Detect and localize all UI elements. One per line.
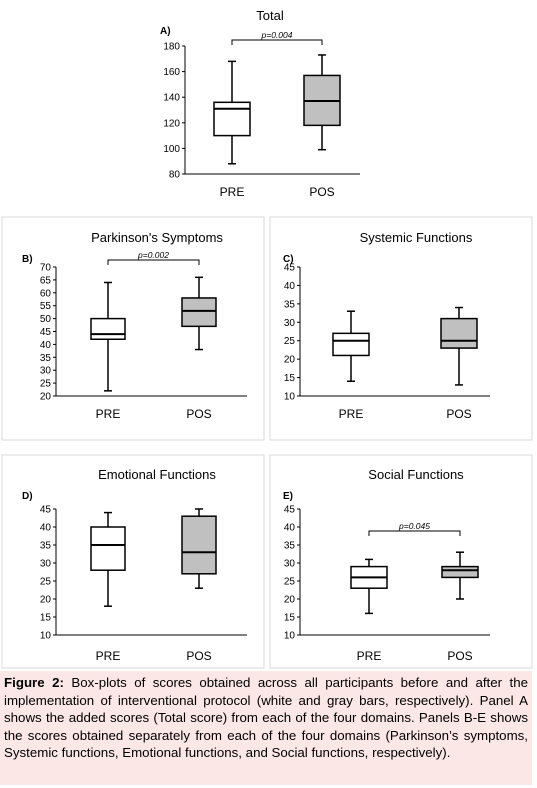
y-tick-label: 30 bbox=[284, 559, 296, 570]
box-pos bbox=[440, 306, 478, 386]
y-tick-label: 55 bbox=[40, 301, 52, 312]
y-tick-label: 45 bbox=[40, 327, 52, 338]
box-iqr bbox=[213, 101, 251, 137]
y-tick-label: 15 bbox=[284, 373, 296, 384]
y-tick-label: 50 bbox=[40, 314, 52, 325]
box-pre bbox=[350, 558, 388, 615]
box-iqr bbox=[440, 317, 478, 349]
y-tick-label: 35 bbox=[40, 353, 52, 364]
y-tick-label: 35 bbox=[284, 299, 296, 310]
y-tick-label: 25 bbox=[40, 379, 52, 390]
box-iqr bbox=[441, 565, 479, 579]
panel-title: Parkinson's Symptoms bbox=[91, 230, 223, 245]
box-iqr bbox=[332, 332, 370, 357]
category-label: PRE bbox=[96, 649, 121, 663]
significance-bracket bbox=[231, 39, 323, 45]
category-label: POS bbox=[446, 407, 471, 421]
box-iqr bbox=[181, 297, 217, 328]
panel-frame bbox=[1, 216, 265, 441]
y-tick-label: 70 bbox=[40, 263, 52, 274]
y-tick-label: 15 bbox=[40, 613, 52, 624]
box-pos bbox=[181, 276, 217, 351]
panel-title: Social Functions bbox=[368, 467, 464, 482]
panel-d: Emotional Functions D) 10 15 20 25 30 35 40 45 PRE… bbox=[22, 467, 247, 663]
box-pre bbox=[90, 511, 126, 607]
panel-letter: E) bbox=[283, 491, 293, 502]
significance-label: p=0.002 bbox=[137, 250, 169, 260]
y-tick-label: 35 bbox=[284, 541, 296, 552]
y-tick-label: 40 bbox=[40, 340, 52, 351]
significance-label: p=0.004 bbox=[261, 30, 293, 40]
box-pos bbox=[181, 508, 217, 589]
panel-title: Emotional Functions bbox=[98, 467, 216, 482]
figure-panels: Total A) 80 100 120 140 160 180 PRE POS p=0.004 Par… bbox=[1, 8, 533, 669]
box-pos bbox=[441, 551, 479, 600]
y-tick-label: 40 bbox=[284, 281, 296, 292]
category-label: POS bbox=[309, 185, 334, 199]
y-tick-label: 45 bbox=[284, 505, 296, 516]
y-tick-label: 10 bbox=[284, 392, 296, 403]
y-tick-label: 30 bbox=[40, 559, 52, 570]
category-label: POS bbox=[186, 649, 211, 663]
y-tick-label: 25 bbox=[284, 577, 296, 588]
y-tick-label: 10 bbox=[40, 631, 52, 642]
y-tick-label: 35 bbox=[40, 541, 52, 552]
box-pre bbox=[332, 310, 370, 383]
caption-label: Figure 2: bbox=[4, 675, 64, 690]
caption-text: Box-plots of scores obtained across all … bbox=[4, 675, 528, 761]
y-tick-label: 80 bbox=[169, 170, 181, 181]
box-iqr bbox=[90, 317, 126, 340]
y-tick-label: 30 bbox=[284, 318, 296, 329]
panel-letter: D) bbox=[22, 491, 33, 502]
panel-e: Social Functions E) 10 15 20 25 30 35 40 45 PRE POS… bbox=[283, 467, 490, 663]
y-tick-label: 45 bbox=[40, 505, 52, 516]
y-tick-label: 40 bbox=[284, 523, 296, 534]
panel-frame bbox=[269, 216, 533, 441]
panel-letter: B) bbox=[22, 254, 33, 265]
box-pos bbox=[303, 54, 341, 151]
panel-a: Total A) 80 100 120 140 160 180 PRE POS p=0.004 bbox=[160, 8, 360, 199]
panel-frame bbox=[1, 454, 265, 669]
panel-c: Systemic Functions C) 10 15 20 25 30 35 40 45 PRE P… bbox=[283, 230, 490, 421]
y-tick-label: 15 bbox=[284, 613, 296, 624]
y-tick-label: 30 bbox=[40, 366, 52, 377]
category-label: POS bbox=[186, 407, 211, 421]
panel-letter: C) bbox=[283, 254, 294, 265]
figure-caption: Figure 2: Box-plots of scores obtained a… bbox=[0, 671, 532, 785]
y-tick-label: 180 bbox=[163, 42, 180, 53]
y-tick-label: 10 bbox=[284, 631, 296, 642]
y-tick-label: 140 bbox=[163, 93, 180, 104]
category-label: PRE bbox=[220, 185, 245, 199]
y-tick-label: 25 bbox=[284, 336, 296, 347]
panel-frame bbox=[269, 454, 533, 669]
y-tick-label: 65 bbox=[40, 275, 52, 286]
y-tick-label: 25 bbox=[40, 577, 52, 588]
box-pre bbox=[90, 281, 126, 392]
panel-letter: A) bbox=[160, 26, 171, 37]
y-tick-label: 20 bbox=[284, 595, 296, 606]
y-tick-label: 40 bbox=[40, 523, 52, 534]
panel-title: Total bbox=[256, 8, 284, 23]
panel-title: Systemic Functions bbox=[360, 230, 473, 245]
category-label: POS bbox=[447, 649, 472, 663]
category-label: PRE bbox=[357, 649, 382, 663]
y-tick-label: 20 bbox=[40, 392, 52, 403]
y-tick-label: 160 bbox=[163, 67, 180, 78]
y-tick-label: 60 bbox=[40, 288, 52, 299]
significance-bracket bbox=[107, 259, 200, 265]
y-tick-label: 100 bbox=[163, 144, 180, 155]
box-iqr bbox=[181, 515, 217, 575]
y-tick-label: 45 bbox=[284, 263, 296, 274]
significance-label: p=0.045 bbox=[398, 521, 430, 531]
box-pre bbox=[213, 60, 251, 165]
category-label: PRE bbox=[96, 407, 121, 421]
box-iqr bbox=[90, 526, 126, 571]
y-tick-label: 20 bbox=[40, 595, 52, 606]
y-tick-label: 20 bbox=[284, 355, 296, 366]
y-tick-label: 120 bbox=[163, 118, 180, 129]
significance-bracket bbox=[368, 530, 461, 536]
panel-b: Parkinson's Symptoms B) 20 25 30 35 40 45 50 55 60… bbox=[22, 230, 247, 421]
category-label: PRE bbox=[339, 407, 364, 421]
